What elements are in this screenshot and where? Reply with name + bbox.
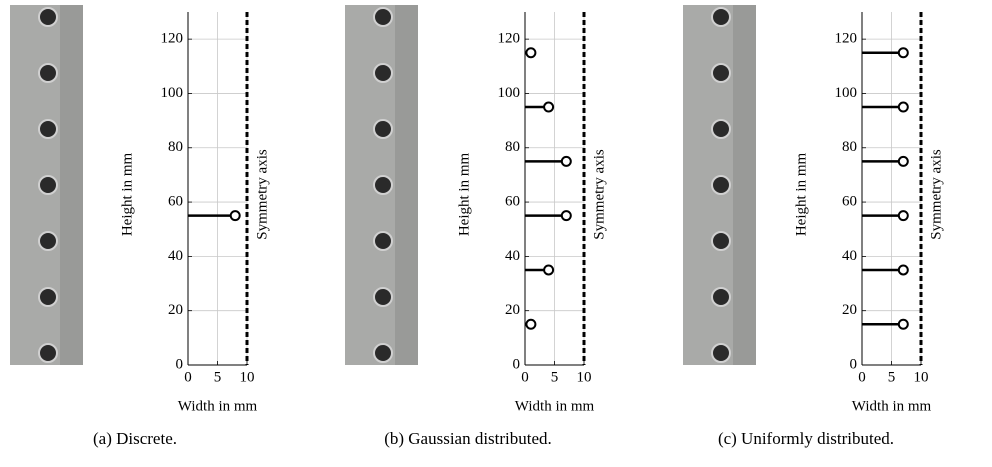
- crack-tip: [526, 320, 535, 329]
- x-tick-label: 5: [551, 369, 559, 385]
- x-axis-label: Width in mm: [178, 398, 258, 414]
- crack-tip: [899, 103, 908, 112]
- y-tick-label: 60: [168, 194, 183, 210]
- x-tick-label: 10: [577, 369, 592, 385]
- x-axis-label: Width in mm: [515, 398, 595, 414]
- y-tick-label: 0: [513, 356, 521, 372]
- crack-tip: [526, 48, 535, 57]
- y-tick-label: 60: [505, 194, 520, 210]
- y-tick-label: 60: [842, 194, 857, 210]
- y-tick-label: 120: [498, 31, 521, 47]
- y-tick-label: 40: [842, 248, 857, 264]
- y-tick-label: 120: [835, 31, 858, 47]
- y-tick-label: 80: [842, 139, 857, 155]
- specimen-hole: [39, 120, 57, 138]
- x-tick-label: 10: [240, 369, 255, 385]
- y-tick-label: 40: [168, 248, 183, 264]
- specimen-hole: [712, 344, 730, 362]
- crack-tip: [544, 265, 553, 274]
- specimen-hole: [39, 176, 57, 194]
- y-tick-label: 100: [161, 85, 184, 101]
- specimen-hole: [39, 64, 57, 82]
- caption: (b) Gaussian distributed.: [384, 429, 552, 448]
- panel: 0 20 40 60 80 100 120 0 5 10 Width in mm Height in …: [683, 5, 944, 448]
- specimen-hole: [39, 344, 57, 362]
- specimen-hole: [712, 176, 730, 194]
- specimen-hole: [374, 120, 392, 138]
- annotation: Symmetry axis: [254, 149, 270, 240]
- y-tick-label: 80: [505, 139, 520, 155]
- specimen-hole: [712, 120, 730, 138]
- crack-tip: [562, 211, 571, 220]
- y-tick-label: 20: [842, 302, 857, 318]
- figure: 0204060801001200510Width in mmHeight in …: [0, 0, 992, 467]
- specimen-hole: [374, 232, 392, 250]
- specimen-hole: [712, 288, 730, 306]
- y-axis-label: Height in mm: [793, 153, 809, 237]
- caption: (c) Uniformly distributed.: [718, 429, 894, 448]
- y-tick-label: 120: [161, 31, 184, 47]
- y-axis-label: Height in mm: [456, 153, 472, 237]
- crack-tip: [562, 157, 571, 166]
- specimen-hole: [374, 8, 392, 26]
- specimen-hole: [39, 8, 57, 26]
- y-tick-label: 100: [835, 85, 858, 101]
- y-tick-label: 20: [168, 302, 183, 318]
- specimen-hole: [374, 288, 392, 306]
- crack-tip: [899, 265, 908, 274]
- x-tick-label: 5: [214, 369, 222, 385]
- x-axis-label: Width in mm: [852, 398, 932, 414]
- crack-tip: [899, 211, 908, 220]
- y-axis-label: Height in mm: [119, 153, 135, 237]
- y-tick-label: 20: [505, 302, 520, 318]
- x-tick-label: 5: [888, 369, 896, 385]
- specimen-hole: [374, 176, 392, 194]
- x-tick-label: 0: [858, 369, 866, 385]
- x-tick-label: 0: [521, 369, 529, 385]
- crack-tip: [899, 48, 908, 57]
- specimen-hole: [712, 8, 730, 26]
- y-tick-label: 100: [498, 85, 521, 101]
- specimen-hole: [39, 232, 57, 250]
- panel: 0 20 40 60 80 100 120 0 5 10 Width in mm Height in …: [345, 5, 607, 448]
- y-tick-label: 0: [176, 356, 184, 372]
- specimen-hole: [712, 64, 730, 82]
- specimen-hole: [712, 232, 730, 250]
- specimen-hole: [374, 344, 392, 362]
- crack-tip: [899, 157, 908, 166]
- y-tick-label: 0: [850, 356, 858, 372]
- crack-tip: [899, 320, 908, 329]
- annotation: Symmetry axis: [591, 149, 607, 240]
- crack-tip: [231, 211, 240, 220]
- y-tick-label: 40: [505, 248, 520, 264]
- specimen-shade: [60, 5, 83, 365]
- specimen-shade: [733, 5, 756, 365]
- annotation: Symmetry axis: [928, 149, 944, 240]
- caption: (a) Discrete.: [93, 429, 177, 448]
- specimen-hole: [374, 64, 392, 82]
- x-tick-label: 10: [914, 369, 929, 385]
- crack-tip: [544, 103, 553, 112]
- panel: 0 20 40 60 80 100 120 0 5 10 Width in mm Height in …: [10, 5, 270, 448]
- specimen-hole: [39, 288, 57, 306]
- x-tick-label: 0: [184, 369, 192, 385]
- specimen-shade: [395, 5, 418, 365]
- y-tick-label: 80: [168, 139, 183, 155]
